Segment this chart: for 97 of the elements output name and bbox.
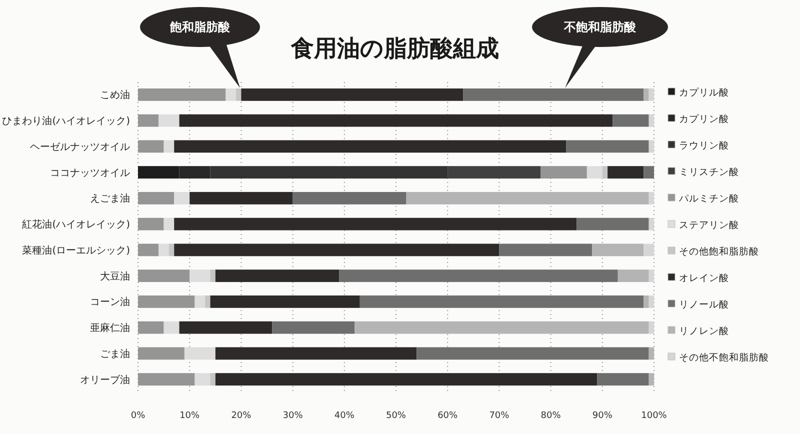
bar — [566, 140, 649, 153]
bar — [174, 218, 577, 230]
y-tick-label: ごま油 — [100, 348, 130, 360]
legend-label: リノール酸 — [679, 298, 729, 310]
legend-label: その他不飽和脂肪酸 — [679, 351, 769, 364]
bar — [648, 88, 654, 101]
text: 不飽和脂肪酸 — [563, 20, 637, 34]
y-tick-label: オリーブ油 — [80, 374, 130, 386]
bar — [292, 192, 406, 204]
bar — [179, 114, 613, 127]
x-tick-label: 70% — [489, 411, 510, 421]
bar — [210, 295, 360, 308]
bar — [164, 321, 180, 334]
bar — [576, 218, 649, 230]
bar — [448, 166, 540, 179]
x-tick-label: 100% — [641, 411, 668, 421]
x-tick-label: 20% — [231, 411, 252, 421]
bar — [339, 270, 618, 282]
bar — [648, 373, 654, 386]
y-tick-label: 菜種油(ローエルシック) — [22, 244, 130, 256]
y-tick-label: 亜麻仁油 — [90, 322, 130, 334]
bar — [168, 244, 174, 256]
bar — [618, 270, 649, 282]
bar — [226, 88, 236, 101]
bar — [644, 88, 649, 101]
text: 飽和脂肪酸 — [169, 20, 231, 34]
bar — [158, 244, 169, 256]
bar — [190, 270, 210, 282]
bar — [236, 88, 242, 101]
legend-label: リノレン酸 — [679, 324, 729, 337]
bar — [586, 166, 602, 179]
x-tick-label: 40% — [334, 411, 355, 421]
x-tick-label: 30% — [282, 411, 304, 421]
legend-label: ミリスチン酸 — [679, 166, 739, 178]
legend-label: ステアリン酸 — [679, 218, 739, 231]
y-tick-label: こめ油 — [100, 89, 130, 102]
y-tick-label: 大豆油 — [100, 270, 130, 282]
legend-label: その他飽和脂肪酸 — [679, 245, 759, 258]
bar — [648, 321, 654, 334]
bar — [205, 295, 210, 308]
bar — [210, 270, 216, 282]
bar — [648, 140, 654, 153]
bar — [416, 347, 649, 360]
chart-title: 食用油の脂肪酸組成 — [290, 36, 499, 62]
bar — [174, 192, 190, 204]
bar — [463, 88, 644, 101]
y-tick-label: ヘーゼルナッツオイル — [30, 142, 130, 153]
legend-label: カプリン酸 — [679, 112, 729, 125]
legend-label: パルミチン酸 — [678, 192, 739, 204]
y-tick-label: えごま油 — [90, 192, 130, 205]
bar — [164, 218, 174, 230]
bar — [194, 295, 206, 308]
bar — [215, 373, 598, 386]
bar — [608, 166, 644, 179]
bar — [190, 192, 293, 204]
bar — [406, 192, 649, 204]
bar — [158, 114, 180, 127]
x-tick-label: 60% — [438, 411, 458, 421]
y-tick-label: 紅花油(ハイオレイック) — [22, 218, 130, 231]
y-tick-label: コーン油 — [90, 296, 130, 308]
bar — [612, 114, 649, 127]
bar — [179, 321, 272, 334]
bar — [648, 347, 654, 360]
bar — [174, 244, 500, 256]
bar — [215, 347, 417, 360]
x-tick-label: 0% — [130, 411, 146, 421]
bar — [194, 373, 210, 386]
legend-label: ラウリン酸 — [679, 139, 729, 152]
bar — [644, 166, 654, 179]
y-tick-label: ひまわり油(ハイオレイック) — [2, 115, 130, 128]
bar — [241, 88, 464, 101]
bar — [210, 373, 216, 386]
y-tick-label: ココナッツオイル — [50, 168, 130, 179]
bar — [648, 192, 654, 204]
bar — [272, 321, 355, 334]
bar — [602, 166, 608, 179]
x-tick-label: 80% — [540, 411, 562, 421]
bar — [499, 244, 592, 256]
bar — [597, 373, 649, 386]
x-tick-label: 10% — [180, 411, 200, 421]
bar — [174, 140, 566, 153]
x-tick-label: 90% — [592, 411, 613, 421]
bar — [644, 244, 654, 256]
bar — [592, 244, 644, 256]
bar — [648, 114, 654, 127]
legend-label: カプリル酸 — [679, 86, 729, 98]
bar — [184, 347, 216, 360]
x-tick-label: 50% — [386, 411, 406, 421]
bar — [648, 270, 654, 282]
bar — [644, 295, 649, 308]
bar — [354, 321, 649, 334]
bar — [164, 140, 174, 153]
bar — [360, 295, 644, 308]
bar — [648, 218, 654, 230]
legend-label: オレイン酸 — [679, 272, 729, 284]
bar — [648, 295, 654, 308]
bar — [215, 270, 340, 282]
